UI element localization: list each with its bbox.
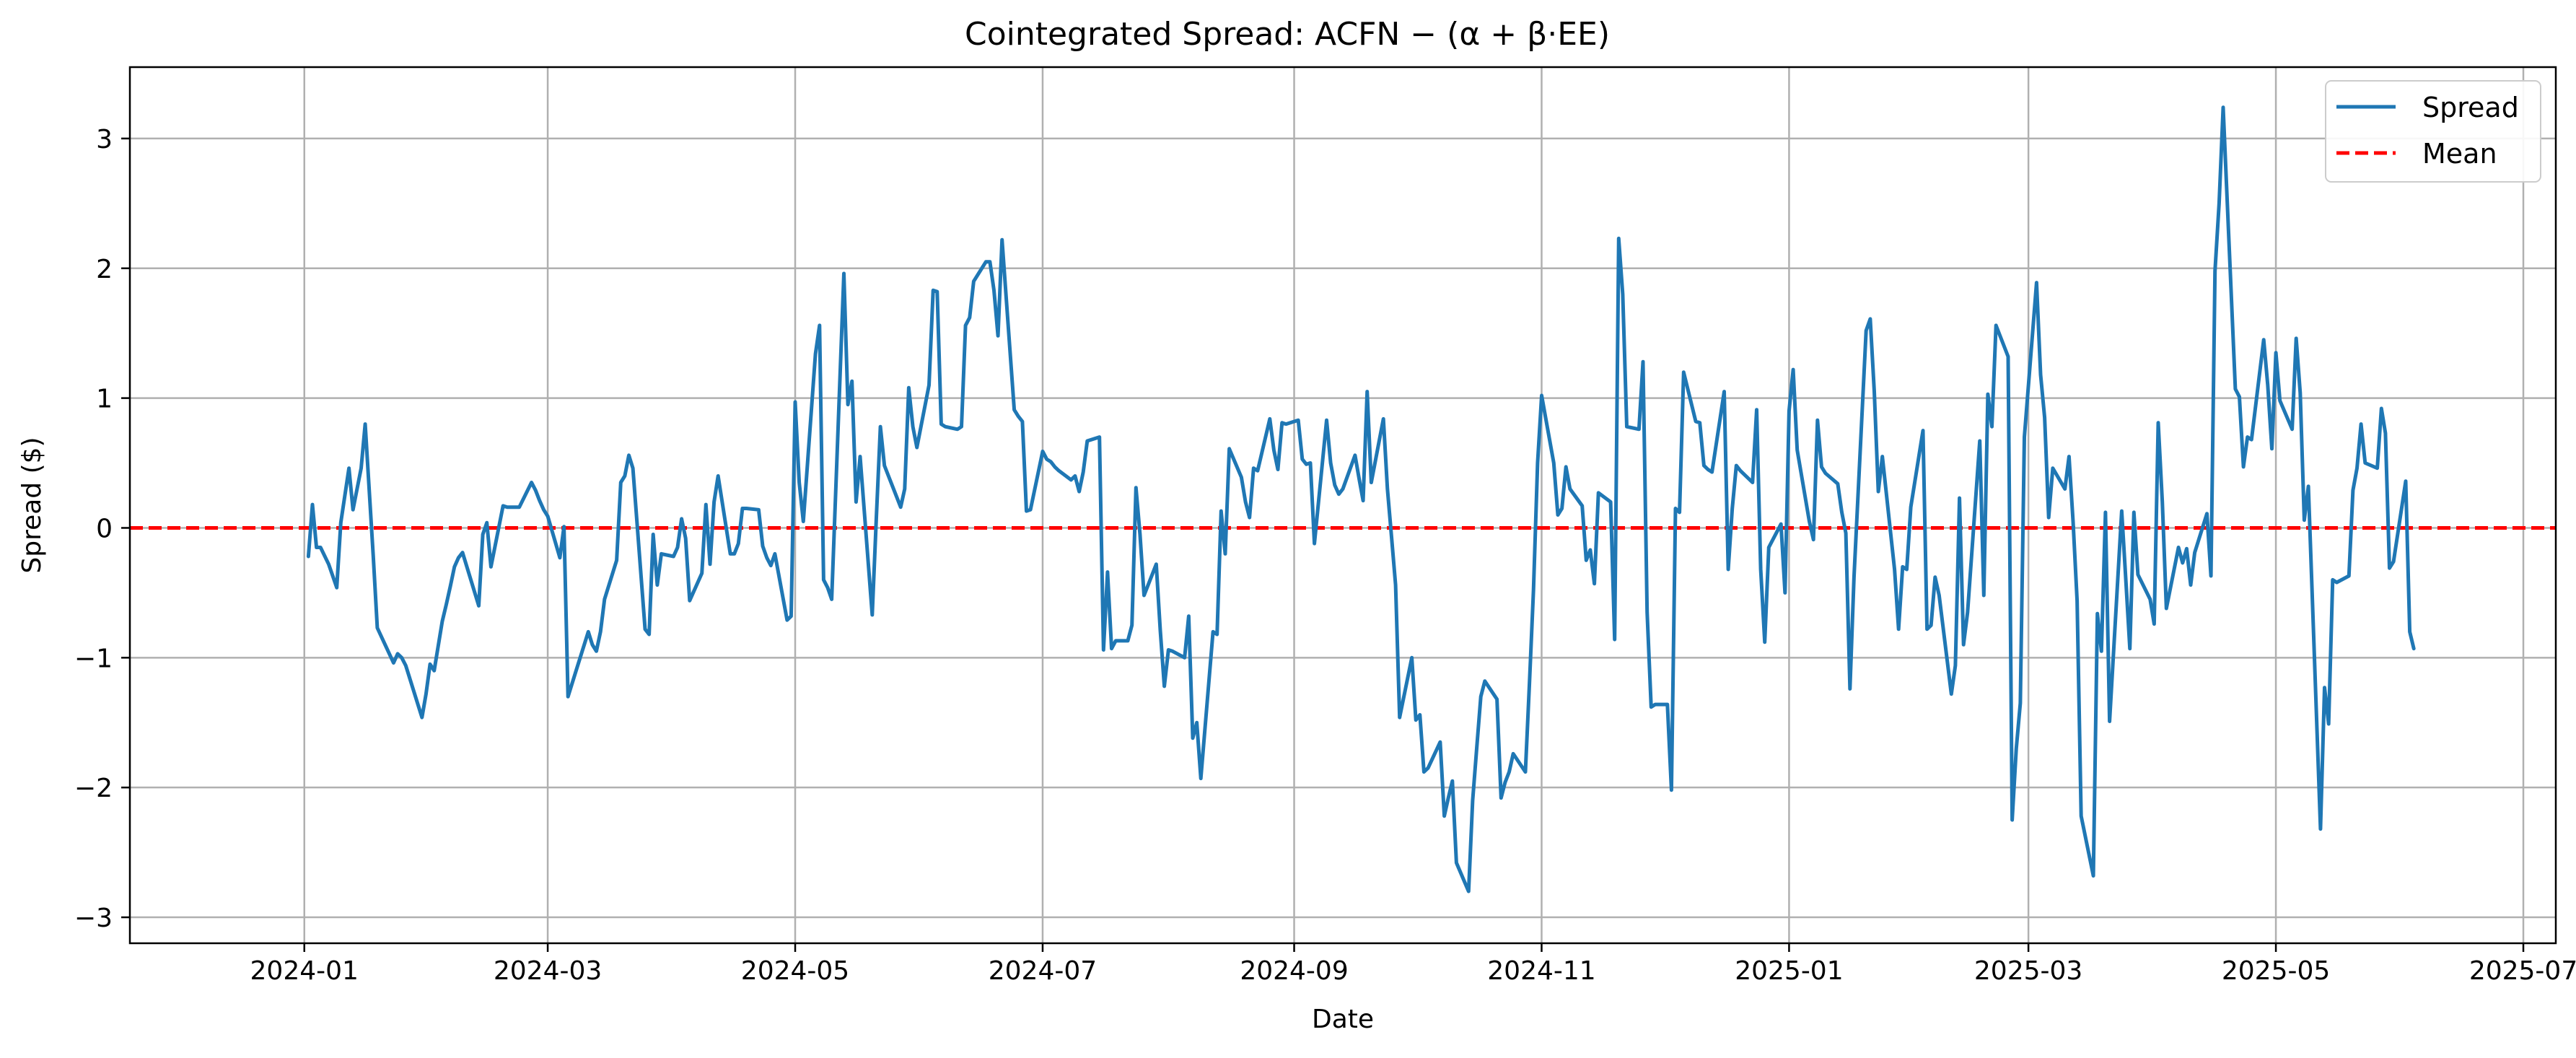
- x-axis-label: Date: [1312, 1005, 1374, 1034]
- x-tick-label: 2024-11: [1487, 956, 1595, 986]
- x-tick-label: 2024-03: [494, 956, 602, 986]
- y-tick-label: −1: [74, 644, 113, 673]
- x-tick-label: 2025-07: [2469, 956, 2576, 986]
- x-tick-label: 2025-05: [2222, 956, 2330, 986]
- y-axis-label: Spread ($): [17, 437, 47, 573]
- chart-title: Cointegrated Spread: ACFN − (α + β·EE): [965, 16, 1610, 53]
- legend: Spread Mean: [2325, 80, 2541, 183]
- x-tick-label: 2024-05: [741, 956, 849, 986]
- y-tick-label: 2: [96, 255, 113, 284]
- axis-ticks: 2024-01 2024-03 2024-05 2024-07 2024-09 2024-…: [74, 125, 2576, 986]
- y-tick-label: −3: [74, 904, 113, 933]
- y-tick-label: 3: [96, 125, 113, 154]
- y-tick-label: 0: [96, 514, 113, 543]
- x-tick-label: 2024-01: [250, 956, 359, 986]
- spread-series-line: [306, 105, 2416, 893]
- y-tick-label: 1: [96, 385, 113, 414]
- x-tick-label: 2024-09: [1240, 956, 1348, 986]
- y-tick-label: −2: [74, 774, 113, 803]
- x-tick-label: 2025-01: [1735, 956, 1843, 986]
- legend-label-mean: Mean: [2422, 138, 2497, 170]
- plot-frame: [128, 66, 2557, 945]
- x-tick-label: 2025-03: [1974, 956, 2082, 986]
- legend-label-spread: Spread: [2422, 92, 2519, 123]
- x-tick-label: 2024-07: [989, 956, 1097, 986]
